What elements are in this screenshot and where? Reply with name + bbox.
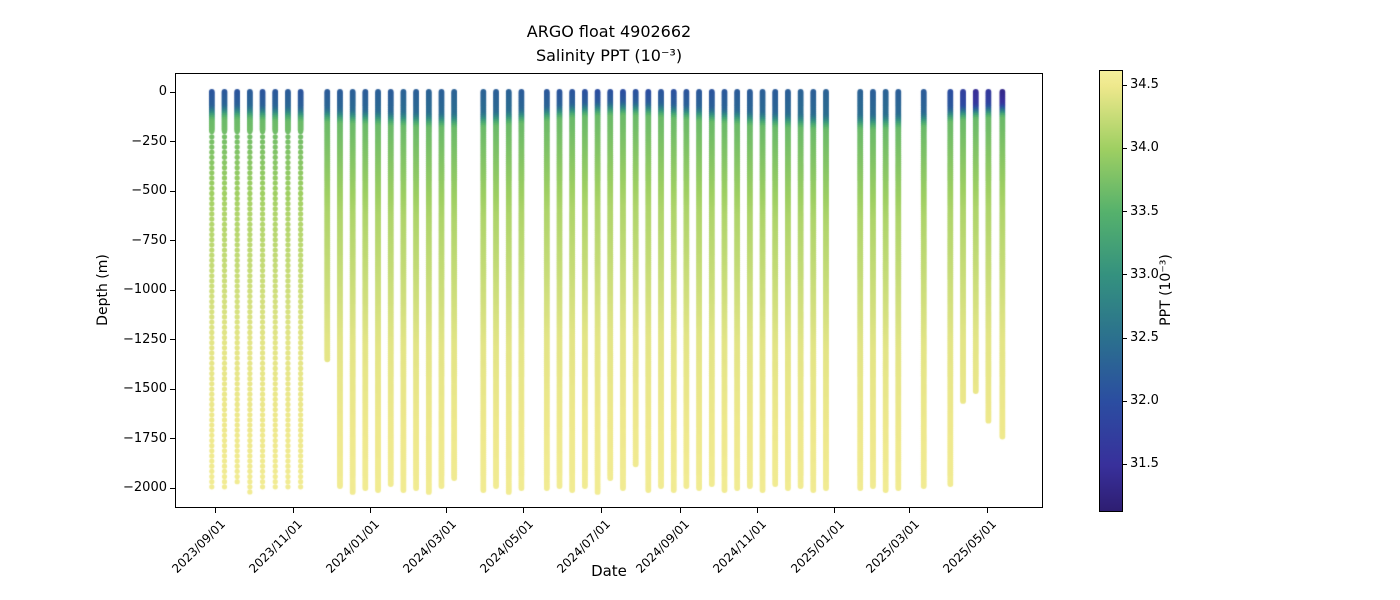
x-tick-mark <box>523 508 525 513</box>
colorbar-tick-mark <box>1123 274 1127 276</box>
colorbar-tick-label: 33.5 <box>1130 203 1159 219</box>
colorbar-tick-mark <box>1123 84 1127 86</box>
x-tick-mark <box>834 508 836 513</box>
y-tick-mark <box>170 190 175 192</box>
y-tick-mark <box>170 141 175 142</box>
x-tick-mark <box>446 508 448 513</box>
colorbar-tick-label: 34.5 <box>1130 77 1159 93</box>
y-tick-label: −2000 <box>123 480 167 495</box>
colorbar-tick-mark <box>1123 400 1127 402</box>
colorbar-tick-label: 33.0 <box>1130 266 1159 282</box>
y-tick-mark <box>170 388 175 390</box>
colorbar-tick-mark <box>1123 211 1127 213</box>
x-tick-mark <box>600 508 602 513</box>
x-tick-mark <box>215 508 217 513</box>
y-tick-mark <box>170 339 175 340</box>
chart-title: ARGO float 4902662 <box>526 22 692 41</box>
y-tick-label: −1750 <box>123 430 167 446</box>
colorbar <box>1099 70 1123 512</box>
y-tick-label: −750 <box>131 232 167 248</box>
y-axis-label: Depth (m) <box>95 254 111 326</box>
colorbar-tick-label: 34.0 <box>1130 140 1159 156</box>
x-tick-mark <box>756 508 758 513</box>
y-tick-label: −1500 <box>123 381 167 396</box>
y-tick-label: 0 <box>158 84 167 99</box>
y-tick-mark <box>170 438 175 439</box>
y-tick-label: −1000 <box>123 282 167 297</box>
x-tick-mark <box>679 508 681 513</box>
x-tick-mark <box>909 508 911 513</box>
plot-border <box>175 73 1043 508</box>
y-tick-mark <box>170 240 175 241</box>
colorbar-tick-mark <box>1123 147 1127 149</box>
colorbar-label: PPT (10⁻³) <box>1158 254 1174 326</box>
y-tick-mark <box>170 91 175 93</box>
x-tick-mark <box>292 508 294 513</box>
y-tick-mark <box>170 289 175 291</box>
x-tick-mark <box>369 508 371 513</box>
colorbar-tick-label: 31.5 <box>1130 456 1159 472</box>
y-tick-label: −250 <box>131 133 167 149</box>
colorbar-tick-mark <box>1123 337 1127 339</box>
chart-subtitle: Salinity PPT (10⁻³) <box>535 46 683 65</box>
x-tick-mark <box>986 508 988 513</box>
y-tick-mark <box>170 487 175 489</box>
colorbar-tick-mark <box>1123 463 1127 465</box>
x-axis-label: Date <box>591 562 627 580</box>
colorbar-tick-label: 32.0 <box>1130 393 1159 409</box>
y-tick-label: −500 <box>131 183 167 198</box>
y-tick-label: −1250 <box>123 331 167 347</box>
colorbar-tick-label: 32.5 <box>1130 330 1159 346</box>
